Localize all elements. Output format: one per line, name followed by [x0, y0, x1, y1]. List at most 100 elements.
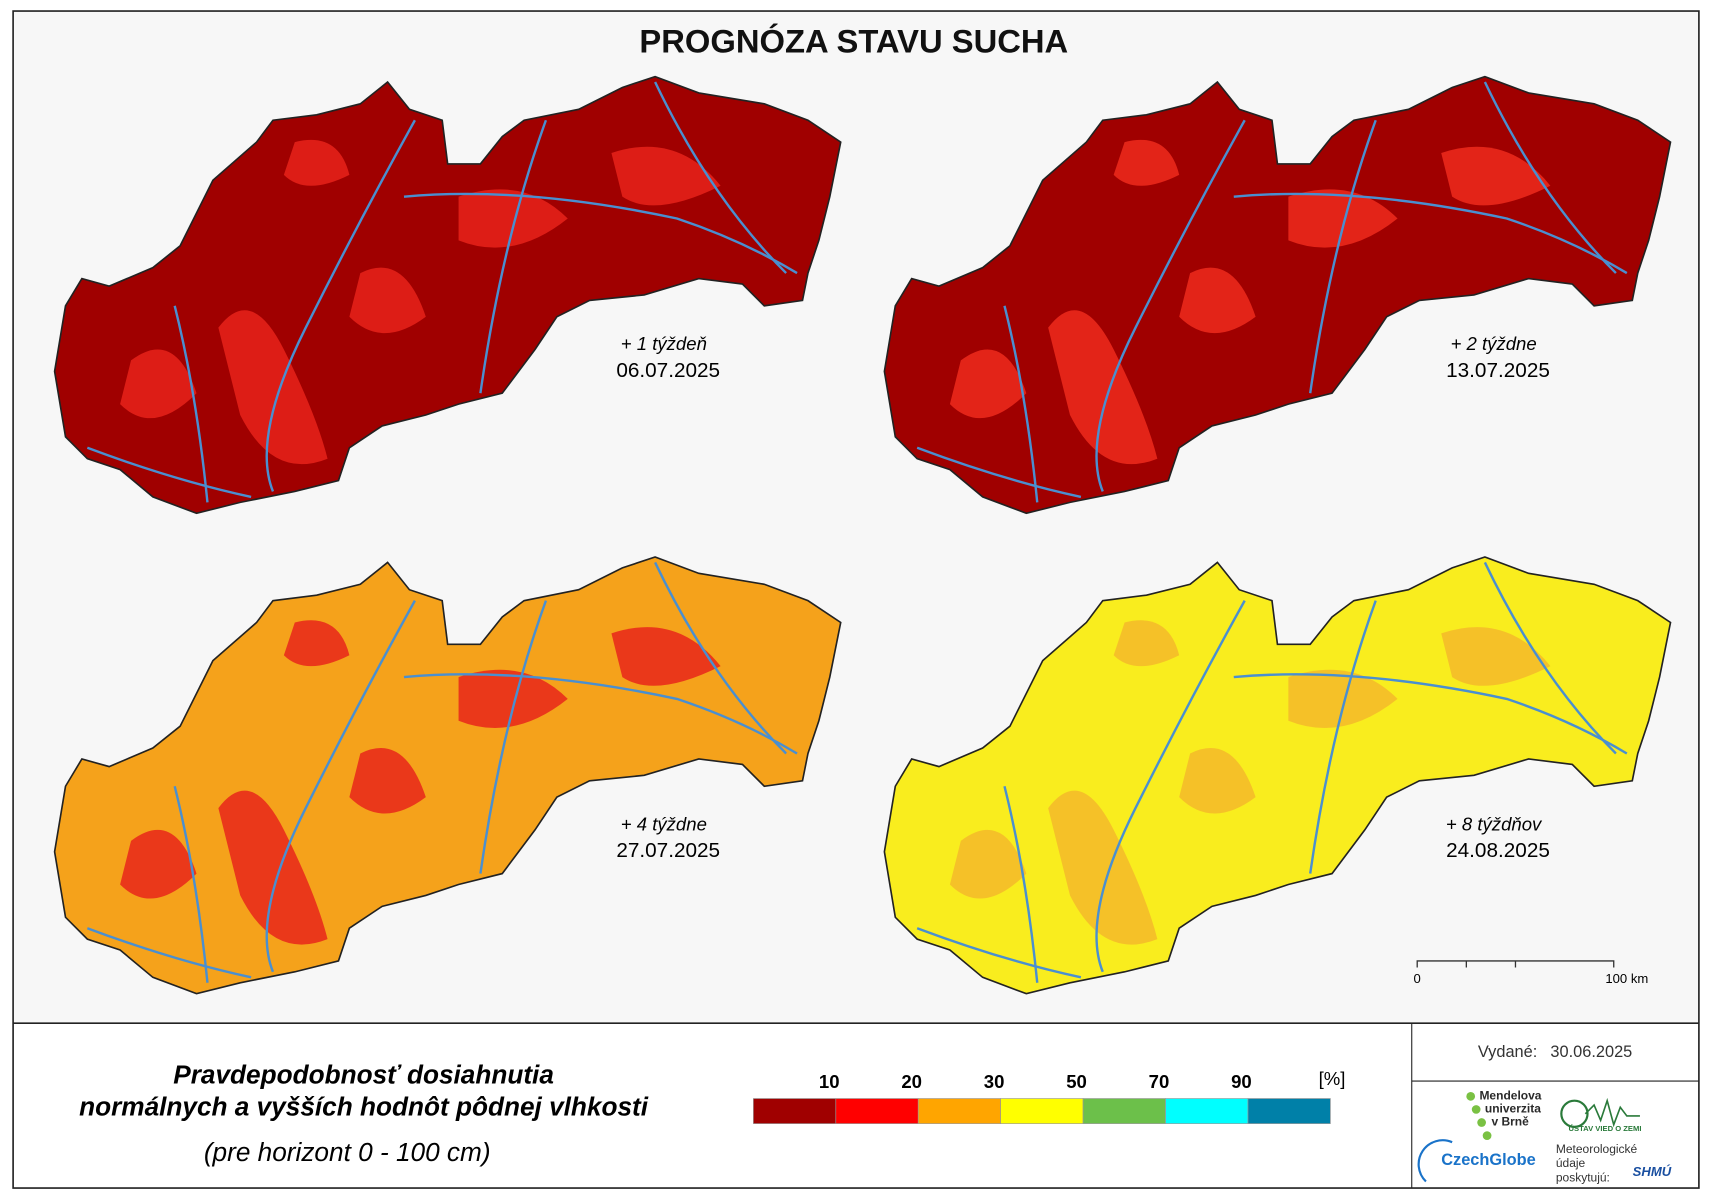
- patch: [1179, 748, 1256, 814]
- patch: [611, 146, 721, 206]
- river: [1483, 561, 1617, 755]
- legend-subtitle: (pre horizont 0 - 100 cm): [204, 1137, 491, 1167]
- logo-dot: [1466, 1091, 1476, 1101]
- patch: [458, 669, 568, 729]
- scale-line: [1416, 960, 1615, 968]
- logo-text: univerzita: [1485, 1102, 1541, 1116]
- panel-label: + 8 týždňov: [1446, 813, 1543, 834]
- issued-date: 30.06.2025: [1550, 1043, 1632, 1061]
- patch: [349, 748, 426, 814]
- legend-title: Pravdepodobnosť dosiahnutia: [173, 1060, 554, 1090]
- legend-tick-label: 20: [901, 1071, 922, 1092]
- logo-ring: [1560, 1099, 1589, 1128]
- logo-text: CzechGlobe: [1441, 1151, 1536, 1169]
- legend-swatch: [1000, 1098, 1084, 1124]
- legend-unit: [%]: [1319, 1068, 1346, 1089]
- logo-text: Mendelova: [1479, 1089, 1541, 1103]
- river: [654, 81, 787, 274]
- patch: [1441, 627, 1551, 686]
- logos: Mendelova univerzita v Brně CzechGlobe Ú…: [1417, 1089, 1672, 1184]
- patches: [916, 561, 1628, 983]
- patch: [349, 267, 426, 334]
- logo-wave: [1584, 1097, 1640, 1128]
- patch: [1179, 267, 1256, 334]
- logo-text: Meteorologické: [1556, 1142, 1638, 1156]
- panel-date: 24.08.2025: [1446, 839, 1550, 862]
- map-panel: + 8 týždňov 24.08.2025: [883, 556, 1672, 995]
- patches: [916, 81, 1628, 503]
- river: [1483, 81, 1617, 274]
- issued-label: Vydané:: [1478, 1043, 1537, 1061]
- patch: [949, 349, 1027, 419]
- maps: + 1 týždeň 06.07.2025 + 2 týždne 13.07.2025…: [53, 75, 1672, 995]
- river: [479, 119, 548, 394]
- legend-swatch: [753, 1098, 837, 1124]
- scale-label: 100 km: [1605, 971, 1648, 986]
- patches: [86, 561, 798, 983]
- logo-arc: [1417, 1139, 1453, 1183]
- country-border: [53, 556, 842, 995]
- patch: [120, 829, 197, 899]
- legend-swatch: [1247, 1098, 1331, 1124]
- legend-tick-label: 10: [819, 1071, 840, 1092]
- logo-dot: [1471, 1105, 1481, 1114]
- river: [1003, 785, 1039, 983]
- logo-text: údaje: [1556, 1156, 1586, 1170]
- panel-date: 06.07.2025: [616, 359, 720, 382]
- river: [403, 673, 798, 755]
- legend-tick-label: 30: [984, 1071, 1005, 1092]
- river: [654, 561, 787, 755]
- patch: [218, 790, 328, 945]
- patch: [611, 627, 721, 686]
- logo-dot: [1477, 1118, 1486, 1127]
- patch: [1288, 669, 1398, 729]
- legend-swatch: [835, 1098, 919, 1124]
- patches: [86, 81, 798, 503]
- river: [86, 446, 252, 499]
- legend: 10 20 30 50 70 90: [753, 1071, 1331, 1124]
- panel-date: 27.07.2025: [616, 839, 720, 862]
- river: [1095, 119, 1246, 492]
- river: [1095, 600, 1246, 973]
- patch: [120, 349, 197, 419]
- logo-text: ÚSTAV VIED O ZEMI: [1568, 1124, 1641, 1133]
- panel-date: 13.07.2025: [1446, 359, 1550, 382]
- river: [173, 305, 209, 503]
- patch: [1048, 790, 1158, 945]
- patch: [218, 310, 328, 465]
- panel-label: + 2 týždne: [1451, 333, 1537, 354]
- river: [265, 600, 416, 973]
- river: [265, 119, 416, 492]
- logo-text: poskytujú:: [1556, 1170, 1610, 1184]
- patch: [949, 829, 1027, 899]
- legend-swatch: [1082, 1098, 1166, 1124]
- river: [1233, 192, 1628, 275]
- patch: [1441, 146, 1551, 206]
- map-panel: + 4 týždne 27.07.2025: [53, 556, 842, 995]
- river: [916, 446, 1082, 499]
- river: [1233, 673, 1628, 755]
- river: [479, 600, 548, 874]
- logo-dot: [1482, 1131, 1492, 1141]
- legend-swatch: [917, 1098, 1001, 1124]
- legend-title: normálnych a vyšších hodnôt pôdnej vlhko…: [79, 1091, 649, 1121]
- logo-text: v Brně: [1491, 1115, 1529, 1129]
- panel-label: + 1 týždeň: [621, 333, 707, 354]
- scale-bar: 0 100 km: [1414, 960, 1648, 986]
- patch: [1288, 189, 1398, 248]
- patch: [1113, 139, 1180, 186]
- river: [916, 927, 1082, 979]
- patch: [1113, 620, 1180, 667]
- legend-tick-label: 50: [1066, 1071, 1087, 1092]
- map-panel: + 1 týždeň 06.07.2025: [53, 75, 842, 515]
- map-panel: + 2 týždne 13.07.2025: [883, 75, 1672, 515]
- patch: [458, 189, 568, 248]
- country-border: [53, 75, 842, 515]
- country-border: [883, 75, 1672, 515]
- river: [1309, 600, 1377, 874]
- river: [403, 192, 798, 275]
- patch: [1048, 310, 1158, 465]
- legend-swatch: [1165, 1098, 1249, 1124]
